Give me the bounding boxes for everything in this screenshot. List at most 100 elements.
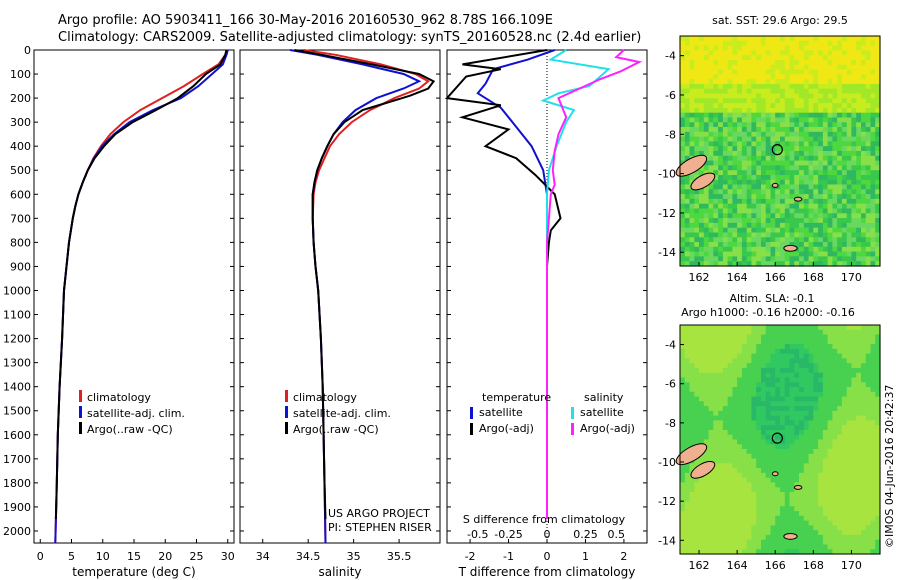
xtick-label: 35 (347, 550, 361, 563)
ytick-label: 1600 (3, 429, 31, 442)
ytick-label: 1900 (3, 501, 31, 514)
plot-frame-salinity (239, 49, 441, 544)
map-xtick-label: 162 (689, 559, 710, 572)
legend-entry: satellite-adj. clim. (293, 407, 391, 420)
island-shape (793, 484, 803, 490)
ytick-label: 1100 (3, 309, 31, 322)
x-axis-label: temperature (deg C) (72, 565, 195, 579)
project-label: US ARGO PROJECT (328, 507, 430, 520)
xtick-label: 0 (37, 550, 44, 563)
legend-entry: Argo(-adj) (580, 422, 635, 435)
xtick-label: -1 (503, 550, 514, 563)
ytick-label: 1800 (3, 477, 31, 490)
map-xtick-label: 168 (803, 559, 824, 572)
xtick-label: 20 (158, 550, 172, 563)
xtick-label: 34.5 (296, 550, 321, 563)
legend-swatch (470, 423, 473, 435)
x-axis-label: T difference from climatology (458, 565, 636, 579)
map-xtick-label: 164 (727, 271, 748, 284)
xtick-label: 1 (582, 550, 589, 563)
legend-header: salinity (584, 391, 624, 404)
ytick-label: 1300 (3, 357, 31, 370)
map-ytick-label: -12 (658, 495, 676, 508)
sla-field (680, 325, 881, 555)
legend-swatch (285, 406, 288, 418)
ytick-label: 0 (24, 44, 31, 57)
ytick-label: 900 (10, 260, 31, 273)
legend-swatch (79, 422, 82, 434)
map-ytick-label: -6 (665, 378, 676, 391)
legend-swatch (571, 407, 574, 419)
legend-entry: satellite-adj. clim. (87, 407, 185, 420)
map-ytick-label: -8 (665, 417, 676, 430)
ytick-label: 1000 (3, 284, 31, 297)
map-ytick-label: -12 (658, 207, 676, 220)
island-shape (771, 182, 779, 188)
map-frame-sla (679, 324, 881, 555)
map-xtick-label: 170 (841, 271, 862, 284)
x-axis-label: salinity (318, 565, 361, 579)
xtick-label: 34 (256, 550, 270, 563)
xtick2-label: 0.5 (607, 528, 625, 541)
island-shape (793, 196, 803, 202)
map-ytick-label: -4 (665, 339, 676, 352)
map-xtick-label: 166 (765, 559, 786, 572)
title-line-1: Argo profile: AO 5903411_166 30-May-2016… (58, 13, 553, 28)
map-ytick-label: -10 (658, 168, 676, 181)
legend-entry: Argo(..raw -QC) (87, 423, 173, 436)
legend-entry: satellite (479, 406, 523, 419)
argo-position-marker (771, 144, 783, 156)
legend-swatch (470, 407, 473, 419)
ytick-label: 200 (10, 92, 31, 105)
map-ytick-label: -14 (658, 246, 676, 259)
legend-swatch (285, 422, 288, 434)
ytick-label: 300 (10, 116, 31, 129)
island-shape (675, 154, 708, 177)
island-shape (690, 460, 716, 479)
series-line-difference-3 (546, 49, 643, 519)
xtick-label: 25 (190, 550, 204, 563)
map-xtick-label: 170 (841, 559, 862, 572)
xtick-label: 15 (127, 550, 141, 563)
legend-entry: climatology (87, 391, 151, 404)
map-ytick-label: -8 (665, 128, 676, 141)
pi-label: PI: STEPHEN RISER (328, 521, 432, 534)
legend-entry: climatology (293, 391, 357, 404)
series-line-temperature-2 (54, 49, 228, 520)
island-shape (783, 244, 798, 252)
argo-position-marker (771, 432, 783, 444)
ytick-label: 1400 (3, 381, 31, 394)
xtick-label: -2 (465, 550, 476, 563)
ytick-label: 100 (10, 68, 31, 81)
map-ytick-label: -4 (665, 50, 676, 63)
legend-swatch (79, 406, 82, 418)
map-xtick-label: 168 (803, 271, 824, 284)
map-xtick-label: 164 (727, 559, 748, 572)
map-title-line1: Altim. SLA: -0.1 (729, 292, 814, 305)
legend-entry: Argo(..raw -QC) (293, 423, 379, 436)
map-ytick-label: -10 (658, 456, 676, 469)
ytick-label: 1500 (3, 405, 31, 418)
xtick2-label: -0.25 (494, 528, 522, 541)
legend-entry: satellite (580, 406, 624, 419)
sst-field (680, 36, 881, 267)
island-shape (783, 532, 798, 540)
map-frame-sst (679, 35, 881, 267)
xtick-label: 5 (68, 550, 75, 563)
map-ytick-label: -14 (658, 534, 676, 547)
ytick-label: 1700 (3, 453, 31, 466)
legend-entry: Argo(-adj) (479, 422, 534, 435)
series-line-salinity-2 (294, 49, 436, 520)
xtick-label: 2 (620, 550, 627, 563)
ytick-label: 500 (10, 164, 31, 177)
island-shape (771, 471, 779, 477)
xtick2-label: -0.5 (467, 528, 488, 541)
x-axis-label-2: S difference from climatology (463, 513, 626, 526)
xtick-label: 35.5 (387, 550, 412, 563)
xtick-label: 0 (544, 550, 551, 563)
xtick2-label: 0.25 (573, 528, 598, 541)
legend-swatch (285, 390, 288, 402)
map-xtick-label: 162 (689, 271, 710, 284)
xtick2-label: 0 (544, 528, 551, 541)
